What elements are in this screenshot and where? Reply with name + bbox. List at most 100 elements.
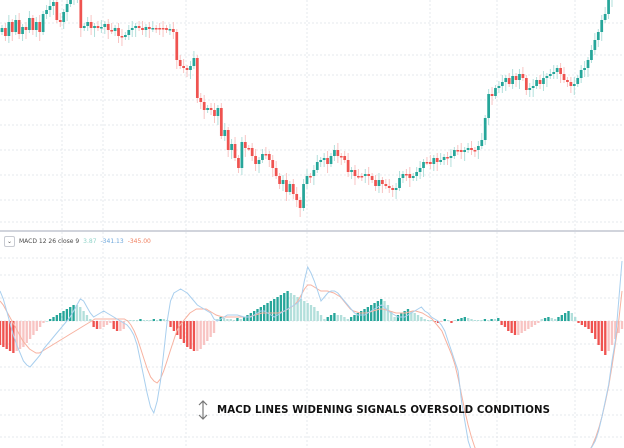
- collapse-button[interactable]: ⌄: [4, 235, 15, 247]
- candle-bearish: [435, 158, 439, 162]
- macd-histogram-bar: [65, 309, 69, 321]
- candle-bullish: [7, 22, 11, 36]
- candle-bearish: [202, 102, 206, 110]
- candle-bullish: [418, 168, 422, 172]
- candle-bearish: [357, 176, 360, 178]
- candle-bearish: [370, 176, 374, 180]
- candle-bullish: [82, 26, 86, 28]
- candle-bearish: [562, 74, 566, 80]
- candle-bearish: [199, 98, 203, 102]
- macd-signal-line: [0, 284, 623, 448]
- candle-bearish: [226, 130, 230, 150]
- macd-histogram-bar: [480, 320, 483, 321]
- candle-bearish: [79, 0, 83, 28]
- candle-bearish: [456, 150, 460, 152]
- candle-bearish: [209, 108, 213, 110]
- macd-histogram-bar: [99, 321, 102, 329]
- macd-histogram-bar: [376, 301, 380, 321]
- pane-separator[interactable]: [0, 230, 624, 232]
- candle-bearish: [158, 28, 162, 30]
- macd-histogram-bar: [179, 321, 182, 339]
- macd-histogram-bar: [473, 320, 477, 321]
- macd-histogram-bar: [202, 321, 206, 345]
- macd-histogram-bar: [72, 305, 75, 321]
- macd-histogram-bar: [196, 321, 199, 351]
- candle-bullish: [144, 27, 148, 30]
- macd-histogram-bar: [22, 321, 25, 347]
- candle-bearish: [381, 180, 384, 184]
- candle-bearish: [161, 28, 165, 30]
- candle-bearish: [178, 60, 182, 66]
- macd-histogram-bar: [45, 321, 48, 322]
- candle-bearish: [391, 188, 395, 190]
- candle-bearish: [336, 150, 340, 156]
- macd-legend: ⌄ MACD 12 26 close 9 3.87 -341.13 -345.0…: [4, 235, 151, 247]
- macd-histogram-bar: [156, 320, 159, 321]
- candle-bearish: [271, 160, 275, 168]
- candle-bullish: [596, 32, 600, 40]
- macd-histogram-bar: [286, 291, 289, 321]
- macd-histogram-bar: [52, 317, 55, 321]
- candle-bearish: [291, 184, 295, 194]
- candle-bullish: [86, 22, 90, 26]
- candle-bearish: [195, 58, 199, 98]
- candle-bullish: [422, 162, 425, 168]
- macd-histogram-bar: [370, 305, 373, 321]
- candle-bearish: [298, 200, 302, 208]
- candle-bearish: [425, 162, 429, 164]
- candle-bearish: [96, 26, 100, 28]
- macd-histogram-bar: [366, 307, 370, 321]
- macd-histogram-bar: [15, 321, 18, 351]
- macd-histogram-bar: [316, 311, 319, 321]
- candle-bullish: [288, 184, 292, 192]
- up-down-arrow-icon: [198, 400, 208, 420]
- macd-histogram-bar: [296, 297, 299, 321]
- macd-histogram-bar: [176, 321, 179, 335]
- macd-histogram-bar: [614, 321, 617, 339]
- macd-histogram-bar: [513, 321, 517, 335]
- macd-histogram-bar: [122, 321, 125, 329]
- candle-bullish: [14, 20, 18, 32]
- candle-bullish: [363, 174, 367, 176]
- candle-bullish: [487, 94, 490, 118]
- macd-histogram-bar: [0, 321, 2, 345]
- candle-bullish: [302, 184, 305, 208]
- candle-bullish: [401, 174, 405, 178]
- macd-histogram-bar: [189, 321, 192, 349]
- candle-bearish: [120, 36, 124, 38]
- macd-histogram-bar: [597, 321, 600, 345]
- candle-bullish: [552, 72, 556, 74]
- macd-histogram-bar: [607, 321, 610, 351]
- macd-histogram-bar: [610, 321, 614, 345]
- macd-histogram-bar: [92, 321, 95, 327]
- macd-histogram-bar: [420, 317, 423, 321]
- candle-bearish: [446, 157, 449, 159]
- macd-histogram-bar: [463, 317, 466, 321]
- macd-histogram-bar: [333, 313, 336, 321]
- candle-bearish: [295, 194, 299, 200]
- macd-histogram-bar: [169, 321, 172, 327]
- macd-histogram-bar: [520, 321, 523, 333]
- candle-bullish: [463, 150, 467, 152]
- macd-histogram-bar: [69, 307, 72, 321]
- candle-bullish: [576, 78, 580, 84]
- macd-histogram-bar: [28, 321, 32, 339]
- macd-histogram-bar: [269, 301, 273, 321]
- candle-bullish: [583, 68, 586, 70]
- candle-bullish: [127, 30, 131, 35]
- candle-bullish: [206, 108, 209, 110]
- candle-bullish: [305, 176, 309, 184]
- macd-line-value: -341.13: [100, 237, 124, 245]
- macd-histogram-bar: [450, 321, 453, 323]
- candle-bearish: [473, 150, 477, 152]
- macd-histogram-bar: [523, 321, 527, 331]
- macd-histogram-bar: [410, 311, 413, 321]
- candle-bearish: [10, 22, 14, 32]
- candle-bullish: [555, 68, 559, 72]
- macd-histogram-bar: [259, 307, 263, 321]
- macd-histogram-bar: [577, 321, 580, 323]
- candle-bullish: [531, 86, 535, 88]
- macd-histogram-bar: [192, 321, 196, 351]
